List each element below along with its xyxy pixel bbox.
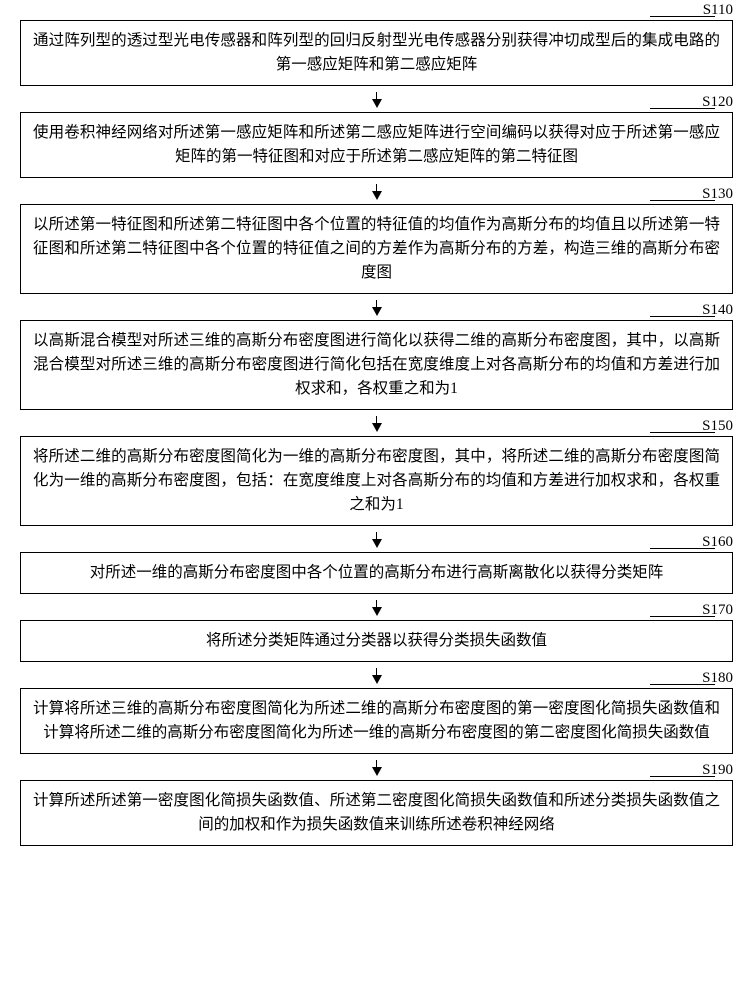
- step-row: S170 将所述分类矩阵通过分类器以获得分类损失函数值: [20, 620, 733, 662]
- step-row: S150 将所述二维的高斯分布密度图简化为一维的高斯分布密度图，其中，将所述二维…: [20, 436, 733, 526]
- step-box: 对所述一维的高斯分布密度图中各个位置的高斯分布进行高斯离散化以获得分类矩阵: [20, 552, 733, 594]
- label-lead-line: [650, 316, 715, 317]
- step-box: 将所述二维的高斯分布密度图简化为一维的高斯分布密度图，其中，将所述二维的高斯分布…: [20, 436, 733, 526]
- step-row: S190 计算所述所述第一密度图化简损失函数值、所述第二密度图化简损失函数值和所…: [20, 780, 733, 846]
- label-lead-line: [650, 16, 715, 17]
- arrow-down: [20, 594, 733, 620]
- step-box: 通过阵列型的透过型光电传感器和阵列型的回归反射型光电传感器分别获得冲切成型后的集…: [20, 20, 733, 86]
- arrow-down: [20, 410, 733, 436]
- step-row: S180 计算将所述三维的高斯分布密度图简化为所述二维的高斯分布密度图的第一密度…: [20, 688, 733, 754]
- step-row: S140 以高斯混合模型对所述三维的高斯分布密度图进行简化以获得二维的高斯分布密…: [20, 320, 733, 410]
- label-lead-line: [650, 200, 715, 201]
- label-lead-line: [650, 108, 715, 109]
- label-lead-line: [650, 548, 715, 549]
- step-box: 将所述分类矩阵通过分类器以获得分类损失函数值: [20, 620, 733, 662]
- label-lead-line: [650, 684, 715, 685]
- arrow-down: [20, 178, 733, 204]
- step-box: 以所述第一特征图和所述第二特征图中各个位置的特征值的均值作为高斯分布的均值且以所…: [20, 204, 733, 294]
- step-box: 使用卷积神经网络对所述第一感应矩阵和所述第二感应矩阵进行空间编码以获得对应于所述…: [20, 112, 733, 178]
- step-box: 计算将所述三维的高斯分布密度图简化为所述二维的高斯分布密度图的第一密度图化简损失…: [20, 688, 733, 754]
- step-row: S120 使用卷积神经网络对所述第一感应矩阵和所述第二感应矩阵进行空间编码以获得…: [20, 112, 733, 178]
- step-box: 计算所述所述第一密度图化简损失函数值、所述第二密度图化简损失函数值和所述分类损失…: [20, 780, 733, 846]
- step-row: S160 对所述一维的高斯分布密度图中各个位置的高斯分布进行高斯离散化以获得分类…: [20, 552, 733, 594]
- flowchart-container: S110 通过阵列型的透过型光电传感器和阵列型的回归反射型光电传感器分别获得冲切…: [20, 20, 733, 846]
- step-box: 以高斯混合模型对所述三维的高斯分布密度图进行简化以获得二维的高斯分布密度图，其中…: [20, 320, 733, 410]
- label-lead-line: [650, 432, 715, 433]
- label-lead-line: [650, 616, 715, 617]
- arrow-down: [20, 294, 733, 320]
- arrow-down: [20, 754, 733, 780]
- step-row: S110 通过阵列型的透过型光电传感器和阵列型的回归反射型光电传感器分别获得冲切…: [20, 20, 733, 86]
- arrow-down: [20, 662, 733, 688]
- label-lead-line: [650, 776, 715, 777]
- arrow-down: [20, 86, 733, 112]
- arrow-down: [20, 526, 733, 552]
- step-row: S130 以所述第一特征图和所述第二特征图中各个位置的特征值的均值作为高斯分布的…: [20, 204, 733, 294]
